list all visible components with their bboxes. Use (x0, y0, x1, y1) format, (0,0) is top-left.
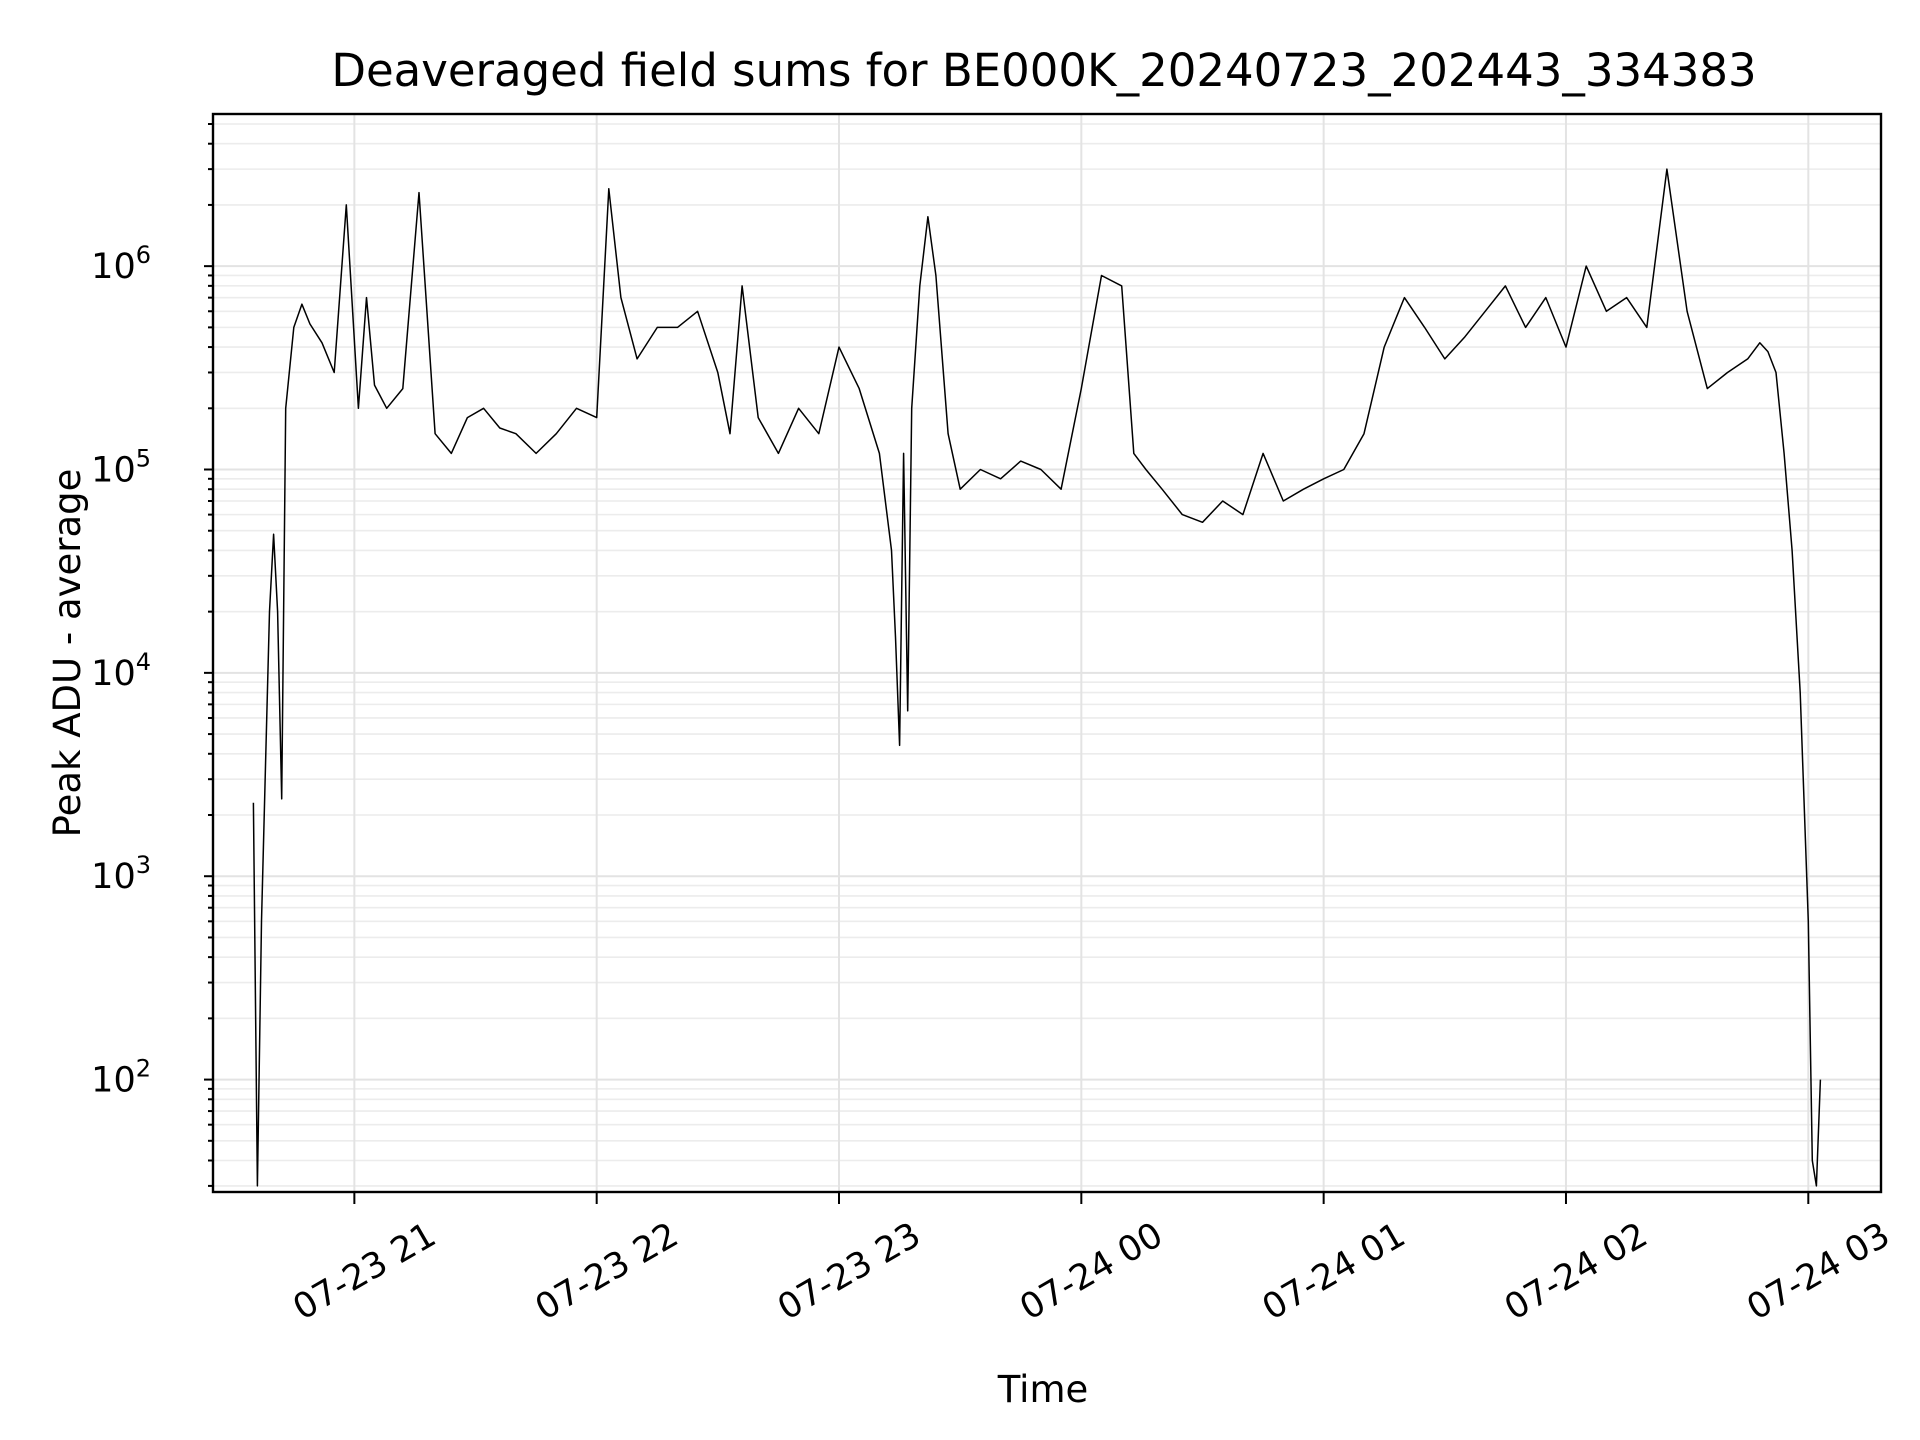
x-tick-label: 07-24 03 (1741, 1215, 1897, 1328)
x-tick-label: 07-23 21 (287, 1215, 443, 1328)
x-tick-label: 07-23 22 (529, 1215, 685, 1328)
x-tick-label: 07-23 23 (771, 1215, 927, 1328)
chart-title: Deaveraged field sums for BE000K_2024072… (331, 44, 1756, 97)
y-tick-label: 105 (91, 445, 151, 491)
y-tick-label: 103 (91, 851, 151, 897)
y-tick-label: 102 (91, 1055, 151, 1101)
y-tick-label: 106 (91, 241, 151, 287)
x-axis: 07-23 21 07-23 22 07-23 23 07-24 00 07-24 01… (287, 1192, 1897, 1328)
y-axis: 102 103 104 105 106 (91, 123, 213, 1187)
y-axis-label: Peak ADU - average (46, 469, 89, 838)
plot-frame (211, 112, 1883, 1194)
x-axis-label: Time (997, 1368, 1089, 1411)
y-tick-label: 104 (91, 648, 151, 694)
x-tick-label: 07-24 01 (1256, 1215, 1412, 1328)
x-tick-label: 07-24 00 (1014, 1215, 1170, 1328)
grid-lines (213, 114, 1881, 1192)
series-line (252, 168, 1822, 1187)
x-tick-label: 07-24 02 (1498, 1215, 1654, 1328)
data-series (252, 168, 1822, 1187)
